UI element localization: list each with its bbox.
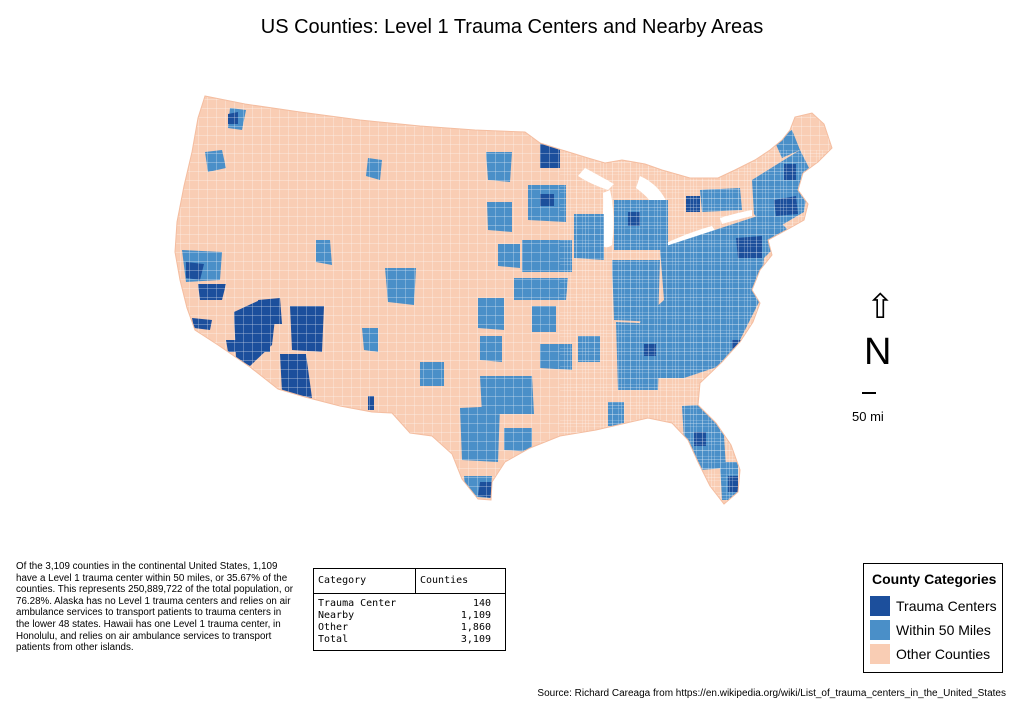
- county-boundaries-east: [560, 150, 832, 504]
- table-cell-category: Nearby: [318, 610, 355, 621]
- north-arrow-icon: ⇧: [866, 288, 895, 326]
- table-cell-category: Other: [318, 622, 349, 633]
- table-cell-counties: 1,860: [460, 622, 491, 633]
- category-count-table: Category Counties Trauma Center 140 Near…: [313, 568, 506, 651]
- table-cell-counties: 3,109: [460, 634, 491, 645]
- table-header-row: Category Counties: [314, 569, 505, 594]
- table-cell-counties: 1,109: [460, 610, 491, 621]
- table-cell-category: Trauma Center: [318, 598, 397, 609]
- table-cell-category: Total: [318, 634, 349, 645]
- legend-item-other: Other Counties: [870, 644, 990, 664]
- table-header-counties: Counties: [420, 575, 469, 586]
- table-cell-counties: 140: [472, 598, 491, 609]
- legend-title: County Categories: [872, 571, 997, 587]
- map-title: US Counties: Level 1 Trauma Centers and …: [260, 16, 764, 38]
- table-row: Other 1,860: [314, 622, 505, 634]
- scale-bar: [862, 392, 876, 394]
- table-row: Total 3,109: [314, 634, 505, 646]
- legend-item-trauma: Trauma Centers: [870, 596, 997, 616]
- scale-label: 50 mi: [852, 409, 884, 424]
- legend-label-other: Other Counties: [896, 646, 991, 662]
- legend: County Categories Trauma Centers Within …: [863, 563, 1003, 673]
- north-label: N: [864, 331, 892, 373]
- legend-swatch-other: [870, 644, 890, 664]
- legend-label-trauma: Trauma Centers: [896, 598, 997, 614]
- legend-swatch-trauma: [870, 596, 890, 616]
- source-credit: Source: Richard Careaga from https://en.…: [537, 688, 1006, 699]
- legend-item-nearby: Within 50 Miles: [870, 620, 991, 640]
- table-header-category: Category: [314, 569, 416, 593]
- table-row: Trauma Center 140: [314, 598, 505, 610]
- table-row: Nearby 1,109: [314, 610, 505, 622]
- summary-text: Of the 3,109 counties in the continental…: [16, 561, 294, 654]
- legend-swatch-nearby: [870, 620, 890, 640]
- legend-label-nearby: Within 50 Miles: [896, 622, 991, 638]
